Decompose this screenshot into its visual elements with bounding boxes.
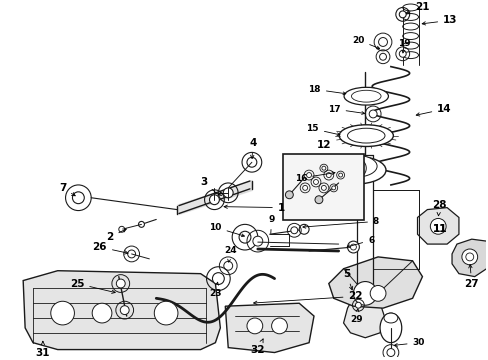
Ellipse shape <box>402 4 418 11</box>
Circle shape <box>246 157 256 167</box>
Ellipse shape <box>344 87 387 105</box>
Circle shape <box>429 219 445 234</box>
Polygon shape <box>225 303 313 352</box>
Circle shape <box>119 226 124 232</box>
Ellipse shape <box>402 23 418 30</box>
Text: 18: 18 <box>308 85 345 95</box>
Circle shape <box>51 301 74 325</box>
Circle shape <box>302 185 307 190</box>
Circle shape <box>378 37 386 46</box>
Circle shape <box>120 306 129 315</box>
Circle shape <box>399 11 406 18</box>
Ellipse shape <box>402 33 418 40</box>
Polygon shape <box>343 293 384 338</box>
Circle shape <box>351 163 361 173</box>
Ellipse shape <box>402 52 418 59</box>
Text: 20: 20 <box>351 36 379 49</box>
Circle shape <box>369 285 385 301</box>
Text: 29: 29 <box>349 309 362 324</box>
Circle shape <box>127 250 135 258</box>
Text: 2: 2 <box>106 229 126 242</box>
Circle shape <box>353 282 376 305</box>
Text: 26: 26 <box>92 242 128 254</box>
Text: 7: 7 <box>59 183 75 196</box>
Text: 16: 16 <box>294 172 334 183</box>
Text: 30: 30 <box>394 338 424 347</box>
Circle shape <box>379 53 386 60</box>
Text: 13: 13 <box>421 15 457 25</box>
Circle shape <box>246 318 262 334</box>
Text: 10: 10 <box>209 223 244 237</box>
Text: 32: 32 <box>250 339 264 355</box>
Text: 28: 28 <box>431 200 446 216</box>
Ellipse shape <box>402 14 418 21</box>
Ellipse shape <box>351 90 380 102</box>
Text: 11: 11 <box>431 224 446 234</box>
Circle shape <box>92 303 112 323</box>
Circle shape <box>209 195 219 204</box>
Ellipse shape <box>347 128 384 143</box>
Polygon shape <box>451 239 488 276</box>
Circle shape <box>355 302 361 308</box>
Polygon shape <box>23 271 220 350</box>
Text: 15: 15 <box>306 124 339 136</box>
Circle shape <box>285 191 293 199</box>
Circle shape <box>347 241 359 253</box>
Ellipse shape <box>335 156 376 177</box>
Ellipse shape <box>326 156 385 184</box>
Circle shape <box>252 236 262 246</box>
Circle shape <box>271 318 287 334</box>
Circle shape <box>314 196 322 204</box>
Circle shape <box>465 253 473 261</box>
Text: 4: 4 <box>249 138 256 158</box>
Circle shape <box>325 172 330 177</box>
Circle shape <box>368 110 376 118</box>
Circle shape <box>321 185 325 190</box>
Ellipse shape <box>339 125 392 147</box>
Ellipse shape <box>402 42 418 49</box>
Circle shape <box>290 227 297 234</box>
FancyBboxPatch shape <box>283 154 364 220</box>
Circle shape <box>223 188 233 198</box>
Text: 3: 3 <box>200 177 216 193</box>
Ellipse shape <box>383 313 397 323</box>
Circle shape <box>321 166 325 170</box>
Text: 23: 23 <box>209 282 221 298</box>
Circle shape <box>239 231 250 243</box>
Circle shape <box>72 192 84 204</box>
Text: 31: 31 <box>36 341 50 357</box>
Polygon shape <box>417 208 458 244</box>
Circle shape <box>116 279 125 288</box>
Text: 24: 24 <box>224 247 236 262</box>
Text: 19: 19 <box>398 40 410 53</box>
Circle shape <box>138 221 144 227</box>
Text: 5: 5 <box>342 269 352 290</box>
Text: 21: 21 <box>406 3 429 14</box>
Circle shape <box>461 249 477 265</box>
Circle shape <box>212 273 224 284</box>
Circle shape <box>338 173 342 177</box>
Circle shape <box>299 224 308 234</box>
Circle shape <box>154 301 178 325</box>
Circle shape <box>224 261 232 270</box>
Circle shape <box>331 186 335 190</box>
Circle shape <box>399 50 406 57</box>
Text: 11: 11 <box>431 224 446 234</box>
Text: 25: 25 <box>70 279 115 293</box>
Text: 12: 12 <box>316 140 330 150</box>
Text: 6: 6 <box>346 236 373 248</box>
Circle shape <box>386 348 394 356</box>
Circle shape <box>306 172 311 177</box>
Text: 22: 22 <box>253 291 362 305</box>
Text: 9: 9 <box>268 215 274 233</box>
Text: 14: 14 <box>415 104 451 116</box>
Circle shape <box>350 244 356 250</box>
Polygon shape <box>328 257 422 308</box>
Text: 1: 1 <box>224 203 285 213</box>
Circle shape <box>313 180 318 184</box>
Text: 27: 27 <box>464 265 478 288</box>
Text: 8: 8 <box>302 217 379 228</box>
Text: 17: 17 <box>327 104 364 114</box>
Ellipse shape <box>379 313 401 343</box>
